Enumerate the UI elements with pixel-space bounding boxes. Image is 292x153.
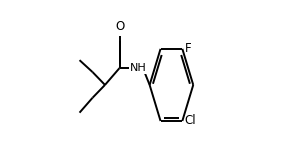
Text: NH: NH: [130, 63, 147, 73]
Text: Cl: Cl: [185, 114, 196, 127]
Text: O: O: [115, 20, 124, 33]
Text: F: F: [185, 42, 191, 55]
